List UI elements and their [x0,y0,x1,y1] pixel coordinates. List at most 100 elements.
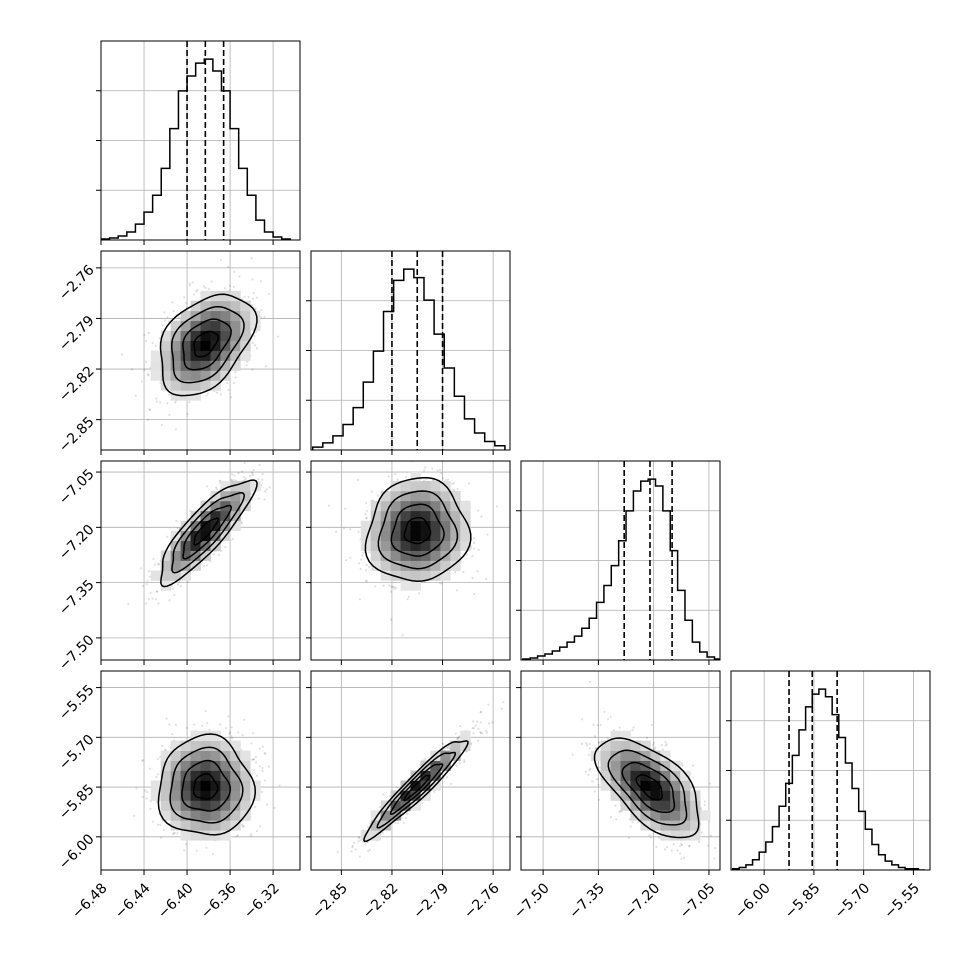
density-block [190,730,201,742]
scatter-point [472,547,475,550]
scatter-point [264,752,267,755]
scatter-point [407,595,410,598]
scatter-point [241,825,244,828]
density-block [200,530,211,541]
density-block [230,770,241,781]
density-block [380,500,391,512]
density-block [440,540,451,551]
density-block [420,500,431,512]
scatter-point [206,722,209,725]
scatter-point [155,590,159,593]
density-block [210,760,221,771]
scatter-point [487,703,490,706]
scatter-point [229,396,233,399]
scatter-point [479,731,482,734]
density-block [210,770,221,781]
scatter-point [479,711,483,714]
density-block [230,290,241,302]
density-block [240,480,251,492]
scatter-point [159,401,162,404]
scatter-point [133,814,136,817]
scatter-point [390,618,393,621]
density-block [190,820,201,831]
scatter-point [155,397,158,400]
density-block [450,490,461,502]
scatter-point [208,728,211,731]
panel-content [311,671,510,870]
scatter-point [488,722,491,725]
density-block [230,520,241,532]
density-block [410,520,421,532]
scatter-point [168,723,171,726]
scatter-point [205,846,208,849]
density-block [410,480,421,492]
scatter-point [268,486,271,489]
scatter-point [422,479,426,482]
scatter-point [223,287,227,290]
scatter-point [500,707,503,710]
density-block [240,800,251,811]
scatter-point [260,308,263,312]
scatter-point [148,575,152,578]
density-block [220,320,231,331]
scatter-point [263,779,266,782]
density-block [400,550,411,561]
scatter-point [455,764,458,768]
density-block [200,800,211,811]
density-block [240,490,251,502]
density-block [240,330,251,341]
density-block [430,480,441,492]
scatter-point [151,342,154,345]
density-block [170,810,181,821]
scatter-point [240,522,243,525]
density-block [200,790,211,801]
scatter-point [476,570,479,573]
density-block [410,490,421,502]
scatter-point [224,726,228,730]
scatter-point [446,745,449,749]
scatter-point [471,720,475,723]
density-block [210,750,221,761]
scatter-point [491,721,494,724]
scatter-point [250,492,253,495]
density-block [180,540,191,551]
density-block [210,330,221,341]
panel-content [521,461,720,660]
density-block [230,800,241,811]
panel-content [101,461,300,660]
density-block [210,370,221,381]
scatter-point [250,833,253,836]
scatter-point [251,278,254,281]
density-block [380,570,391,581]
density-block [410,570,421,581]
density-block [220,290,231,302]
scatter-point [351,846,354,849]
scatter-point [364,513,367,516]
scatter-point [179,584,182,588]
scatter-point [205,564,209,567]
scatter-point [157,562,160,565]
scatter-point [395,786,398,789]
scatter-point [241,470,244,473]
density-block [460,530,471,541]
scatter-point [151,597,154,600]
scatter-point [364,843,367,846]
density-block [210,360,221,371]
density-block [410,540,421,551]
scatter-point [186,412,189,415]
density-block [220,750,231,761]
scatter-point [145,583,148,586]
panel-content [311,461,510,660]
scatter-point [470,743,473,746]
contour-line [390,503,445,557]
scatter-point [228,732,231,735]
scatter-point [374,585,377,588]
scatter-point [421,801,424,805]
density-block [400,500,411,512]
density-block [210,800,221,811]
scatter-point [462,759,466,762]
scatter-point [448,746,451,750]
density-block [400,530,411,541]
density-block [170,740,181,751]
density-block [230,760,241,771]
